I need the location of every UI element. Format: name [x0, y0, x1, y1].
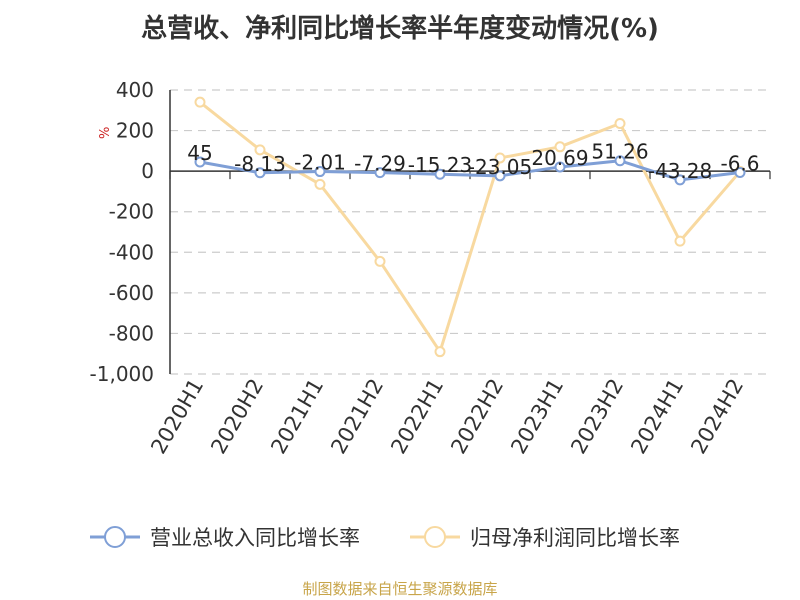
data-label: -23.05: [468, 155, 532, 179]
y-tick-label: -600: [109, 281, 154, 305]
data-point-0: [734, 166, 746, 178]
series-line-0: [199, 159, 741, 182]
data-point-1: [194, 96, 206, 108]
data-point-0: [434, 168, 446, 180]
x-tick-label: 2023H1: [506, 375, 568, 459]
data-label: -8.13: [234, 152, 286, 176]
x-tick-label: 2024H2: [686, 375, 748, 459]
y-tick-label: 0: [141, 159, 154, 183]
data-point-1: [254, 144, 266, 156]
x-tick-label: 2022H2: [446, 375, 508, 459]
data-point-0: [374, 167, 386, 179]
legend-label: 归母净利润同比增长率: [470, 526, 680, 550]
source-note: 制图数据来自恒生聚源数据库: [302, 580, 498, 598]
data-point-0: [554, 161, 566, 173]
data-point-1: [614, 117, 626, 129]
data-label: -6.6: [720, 151, 759, 175]
y-tick-label: -800: [109, 321, 154, 345]
legend-marker-0: [104, 526, 126, 548]
y-tick-label: -1,000: [90, 362, 154, 386]
y-tick-label: -400: [109, 240, 154, 264]
y-unit-label: %: [98, 127, 113, 139]
y-tick-label: 200: [116, 119, 154, 143]
data-label: -15.23: [408, 153, 472, 177]
x-tick-label: 2023H2: [566, 375, 628, 459]
data-label: -43.28: [648, 159, 712, 183]
series-line-1: [199, 100, 742, 354]
data-label: 20.69: [531, 146, 588, 170]
data-point-0: [674, 174, 686, 186]
data-label: 45: [187, 141, 212, 165]
data-point-0: [614, 155, 626, 167]
x-tick-label: 2021H1: [266, 375, 328, 459]
data-point-1: [554, 141, 566, 153]
x-tick-label: 2021H2: [326, 375, 388, 459]
legend-label: 营业总收入同比增长率: [150, 526, 360, 550]
data-point-0: [254, 167, 266, 179]
data-point-1: [374, 255, 386, 267]
x-tick-label: 2024H1: [626, 375, 688, 459]
legend-marker-1: [424, 526, 446, 548]
x-tick-label: 2022H1: [386, 375, 448, 459]
data-label: -7.29: [354, 152, 406, 176]
y-tick-label: 400: [116, 78, 154, 102]
data-point-1: [494, 152, 506, 164]
y-tick-label: -200: [109, 200, 154, 224]
data-point-1: [674, 235, 686, 247]
data-point-0: [194, 156, 206, 168]
x-tick-label: 2020H1: [146, 375, 208, 459]
data-point-0: [314, 166, 326, 178]
data-label: 51.26: [591, 140, 648, 164]
data-point-1: [434, 346, 446, 358]
x-tick-label: 2020H2: [206, 375, 268, 459]
data-label: -2.01: [294, 151, 346, 175]
data-point-0: [494, 170, 506, 182]
chart-title: 总营收、净利同比增长率半年度变动情况(%): [141, 14, 659, 44]
data-point-1: [314, 178, 326, 190]
